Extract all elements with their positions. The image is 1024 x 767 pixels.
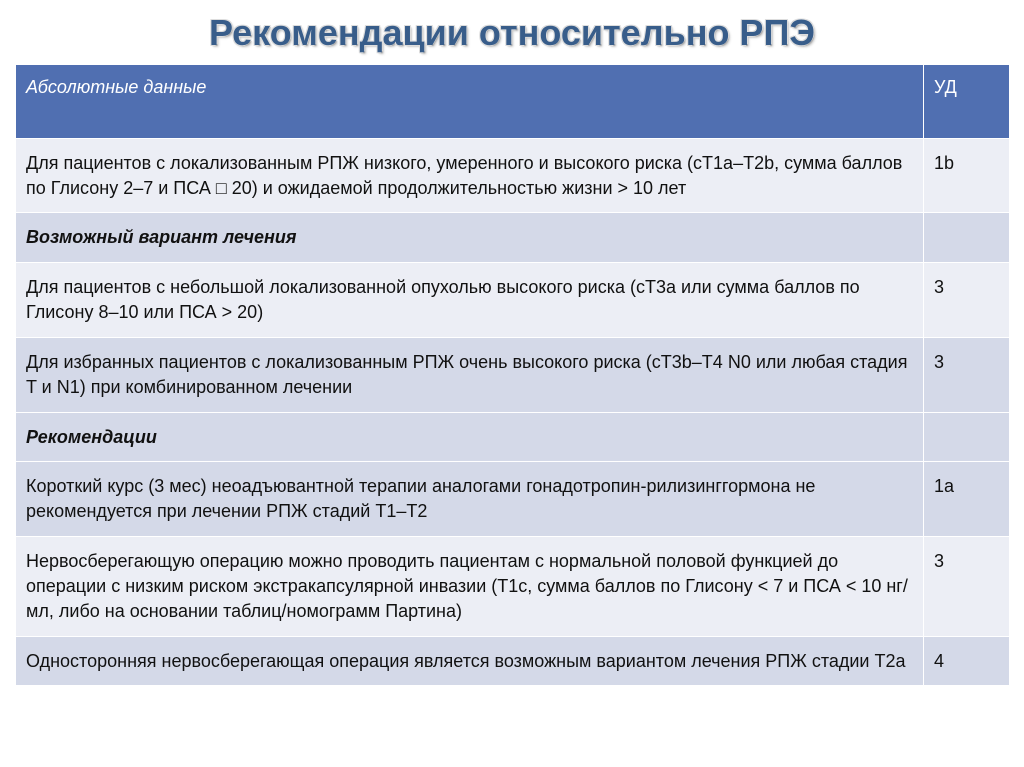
rec-ud: 3 bbox=[924, 337, 1010, 412]
recommendations-table: Абсолютные данные УД Для пациентов с лок… bbox=[15, 64, 1010, 686]
table-row: Для избранных пациентов с локализованным… bbox=[16, 337, 1010, 412]
col-evidence-level: УД bbox=[924, 65, 1010, 139]
section-label: Возможный вариант лечения bbox=[16, 213, 924, 263]
rec-ud: 4 bbox=[924, 636, 1010, 686]
rec-text: Для пациентов с небольшой локализованной… bbox=[16, 263, 924, 338]
rec-text: Нервосберегающую операцию можно проводит… bbox=[16, 537, 924, 636]
rec-text: Односторонняя нервосберегающая операция … bbox=[16, 636, 924, 686]
section-label: Рекомендации bbox=[16, 412, 924, 462]
section-row-recommendations: Рекомендации bbox=[16, 412, 1010, 462]
rec-ud: 3 bbox=[924, 263, 1010, 338]
section-ud bbox=[924, 412, 1010, 462]
slide-title: Рекомендации относительно РПЭ bbox=[0, 0, 1024, 64]
section-ud bbox=[924, 213, 1010, 263]
table-row: Нервосберегающую операцию можно проводит… bbox=[16, 537, 1010, 636]
table-header-row: Абсолютные данные УД bbox=[16, 65, 1010, 139]
rec-text: Короткий курс (3 мес) неоадъювантной тер… bbox=[16, 462, 924, 537]
rec-ud: 3 bbox=[924, 537, 1010, 636]
table-row: Для пациентов с локализованным РПЖ низко… bbox=[16, 138, 1010, 213]
rec-text: Для избранных пациентов с локализованным… bbox=[16, 337, 924, 412]
section-row-treatment-option: Возможный вариант лечения bbox=[16, 213, 1010, 263]
rec-ud: 1a bbox=[924, 462, 1010, 537]
rec-text: Для пациентов с локализованным РПЖ низко… bbox=[16, 138, 924, 213]
col-absolute-data: Абсолютные данные bbox=[16, 65, 924, 139]
rec-ud: 1b bbox=[924, 138, 1010, 213]
table-row: Короткий курс (3 мес) неоадъювантной тер… bbox=[16, 462, 1010, 537]
table-row: Односторонняя нервосберегающая операция … bbox=[16, 636, 1010, 686]
table-row: Для пациентов с небольшой локализованной… bbox=[16, 263, 1010, 338]
